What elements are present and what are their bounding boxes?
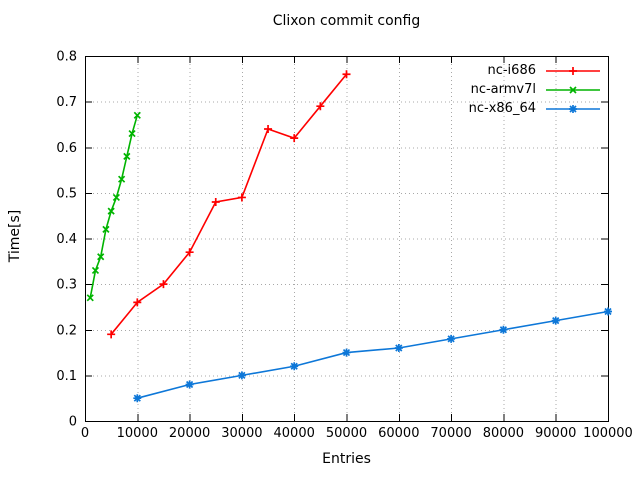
data-point-nc-i686 — [133, 298, 142, 307]
data-point-nc-armv7l — [112, 193, 120, 202]
legend-label: nc-x86_64 — [468, 101, 536, 116]
data-point-nc-armv7l — [91, 266, 100, 275]
x-tick-label: 40000 — [274, 426, 315, 441]
data-point-nc-armv7l — [123, 152, 131, 160]
legend-label: nc-armv7l — [470, 82, 536, 97]
x-tick-label: 10000 — [117, 426, 158, 441]
data-point-nc-i686 — [185, 248, 194, 257]
data-point-nc-armv7l — [107, 207, 115, 215]
data-point-nc-i686 — [316, 102, 325, 111]
data-point-nc-x86_64 — [499, 325, 508, 334]
x-tick-label: 90000 — [535, 426, 576, 441]
x-tick-label: 70000 — [430, 426, 471, 441]
data-point-nc-i686 — [237, 193, 246, 202]
legend-sample-plus-icon — [546, 66, 600, 75]
data-point-nc-x86_64 — [604, 307, 612, 316]
legend-item-nc-i686: nc-i686 — [469, 61, 601, 80]
y-axis-label: Time[s] — [7, 209, 23, 263]
data-point-nc-armv7l — [128, 129, 136, 138]
legend-sample-asterisk-icon — [546, 104, 600, 113]
x-axis-label: Entries — [322, 451, 371, 467]
data-point-nc-armv7l — [133, 111, 141, 119]
x-tick-label: 60000 — [378, 426, 419, 441]
data-point-nc-i686 — [342, 70, 351, 79]
data-point-nc-armv7l — [86, 294, 94, 302]
y-tick-label: 0 — [69, 415, 77, 430]
data-point-nc-x86_64 — [342, 348, 351, 357]
x-tick-label: 30000 — [221, 426, 262, 441]
y-tick-label: 0.3 — [56, 278, 77, 293]
chart-title: Clixon commit config — [272, 13, 421, 29]
y-tick-label: 0.7 — [56, 95, 77, 110]
series-line-nc-i686 — [110, 73, 348, 335]
series-line-nc-x86_64 — [137, 310, 609, 399]
x-tick-label: 0 — [81, 426, 89, 441]
x-tick-label: 50000 — [326, 426, 367, 441]
y-tick-label: 0.1 — [56, 369, 77, 384]
data-point-nc-x86_64 — [551, 316, 560, 325]
data-point-nc-i686 — [290, 134, 299, 143]
data-point-nc-i686 — [107, 330, 116, 339]
x-tick-label: 20000 — [169, 426, 210, 441]
data-point-nc-i686 — [211, 198, 220, 206]
data-point-nc-armv7l — [102, 225, 110, 233]
y-tick-label: 0.5 — [56, 186, 77, 201]
data-point-nc-x86_64 — [290, 362, 299, 371]
legend-item-nc-armv7l: nc-armv7l — [469, 80, 601, 99]
x-tick-label: 80000 — [483, 426, 524, 441]
data-point-nc-x86_64 — [394, 344, 403, 352]
data-point-nc-armv7l — [97, 253, 105, 261]
y-tick-label: 0.4 — [56, 232, 77, 247]
series-line-nc-armv7l — [89, 115, 139, 298]
data-point-nc-x86_64 — [133, 394, 142, 403]
legend: nc-i686 nc-armv7l nc-x86_64 — [469, 61, 601, 118]
y-tick-label: 0.8 — [56, 50, 77, 65]
data-point-nc-x86_64 — [447, 334, 456, 343]
y-tick-label: 0.2 — [56, 323, 77, 338]
x-tick-label: 100000 — [583, 426, 633, 441]
legend-sample-cross-icon — [546, 85, 600, 94]
data-point-nc-x86_64 — [237, 371, 246, 380]
legend-item-nc-x86_64: nc-x86_64 — [469, 99, 601, 118]
legend-label: nc-i686 — [487, 63, 536, 78]
y-tick-label: 0.6 — [56, 141, 77, 156]
data-point-nc-i686 — [159, 280, 168, 289]
data-point-nc-i686 — [264, 125, 273, 133]
data-point-nc-armv7l — [118, 175, 126, 183]
data-point-nc-x86_64 — [185, 380, 194, 389]
